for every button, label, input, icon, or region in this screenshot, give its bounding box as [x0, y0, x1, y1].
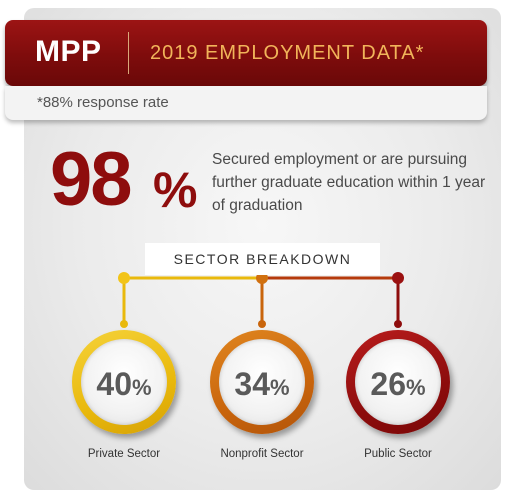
dot-public-bottom — [394, 320, 402, 328]
header-banner: MPP 2019 EMPLOYMENT DATA* — [5, 20, 487, 86]
nonprofit-sector-value: 34 — [234, 366, 271, 402]
public-sector-value: 26 — [370, 366, 407, 402]
dot-nonprofit-top — [256, 272, 268, 284]
private-sector-unit: % — [132, 375, 152, 400]
dot-public-top — [392, 272, 404, 284]
private-sector-caption: Private Sector — [87, 448, 161, 460]
nonprofit-sector-unit: % — [270, 375, 290, 400]
nonprofit-sector-circle: 34% — [210, 330, 314, 434]
response-bar: *88% response rate — [5, 86, 487, 120]
public-sector-unit: % — [406, 375, 426, 400]
private-sector-circle: 40% — [72, 330, 176, 434]
dot-nonprofit-bottom — [258, 320, 266, 328]
dot-private-top — [118, 272, 130, 284]
dot-private-bottom — [120, 320, 128, 328]
header-divider — [128, 32, 129, 74]
program-name: MPP — [35, 35, 102, 68]
sector-breakdown-label: SECTOR BREAKDOWN — [145, 243, 380, 275]
response-rate-note: *88% response rate — [37, 94, 169, 111]
nonprofit-sector-caption: Nonprofit Sector — [220, 448, 304, 460]
header-title: 2019 EMPLOYMENT DATA* — [150, 42, 425, 64]
public-sector-circle: 26% — [346, 330, 450, 434]
headline-unit: % — [153, 162, 198, 218]
private-sector-value: 40 — [96, 366, 133, 402]
headline-description: Secured employment or are pursuing furth… — [212, 151, 486, 214]
public-sector-caption: Public Sector — [364, 448, 432, 460]
headline-value: 98 — [50, 137, 133, 222]
